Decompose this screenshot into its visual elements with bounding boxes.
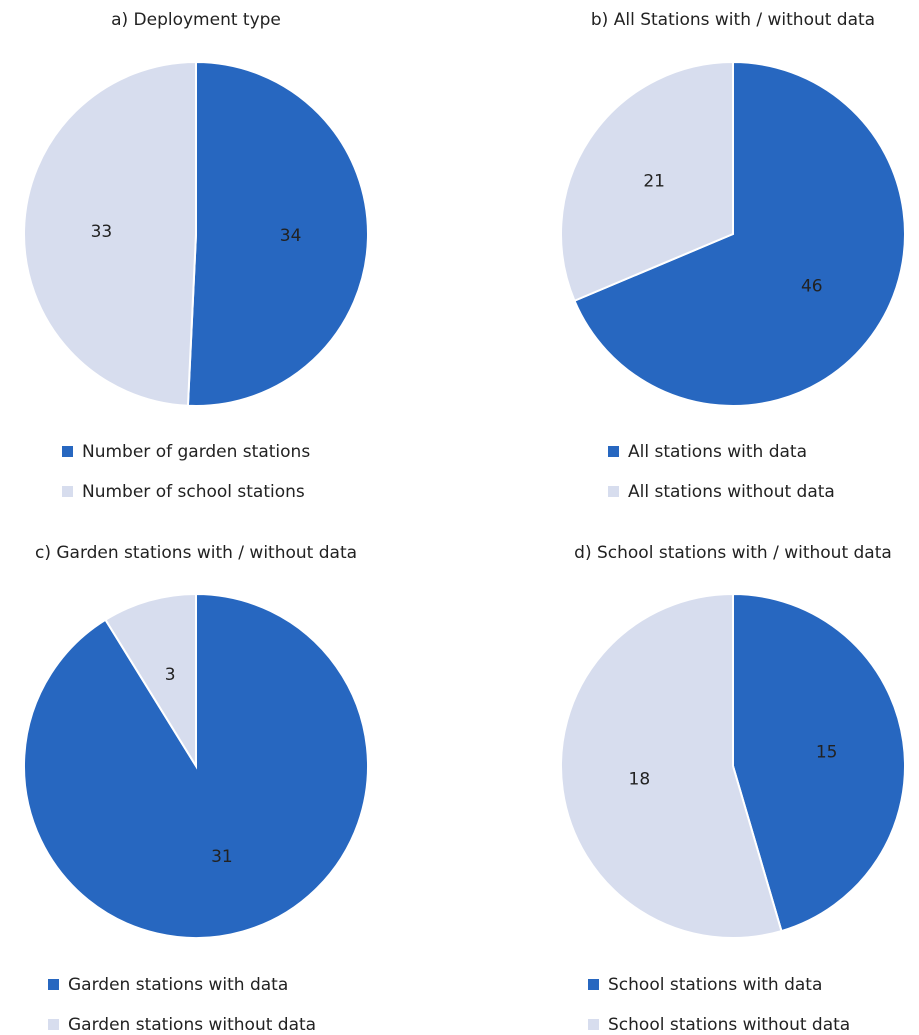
data-label: 21 — [643, 172, 665, 192]
pie-slice — [573, 60, 906, 407]
chart-title: c) Garden stations with / without data — [35, 543, 357, 563]
legend-swatch — [608, 486, 619, 497]
legend-label: School stations with data — [608, 975, 822, 995]
legend-swatch — [588, 1019, 599, 1030]
pie-slice — [104, 592, 197, 770]
legend-label: Garden stations without data — [68, 1015, 316, 1035]
legend-swatch — [588, 979, 599, 990]
data-label: 46 — [801, 276, 823, 296]
chart-title: d) School stations with / without data — [574, 543, 892, 563]
pie-slice — [560, 60, 734, 303]
legend-label: Number of school stations — [82, 482, 305, 502]
pie-slice — [560, 592, 783, 939]
legend-swatch — [48, 979, 59, 990]
data-label: 31 — [211, 847, 233, 867]
legend-label: Garden stations with data — [68, 975, 288, 995]
pie-slice — [732, 592, 906, 933]
chart-title: a) Deployment type — [111, 10, 281, 30]
data-label: 33 — [91, 222, 113, 242]
legend-swatch — [48, 1019, 59, 1030]
data-label: 34 — [280, 226, 302, 246]
legend-label: All stations without data — [628, 482, 835, 502]
pie-slice — [186, 60, 369, 407]
data-label: 18 — [629, 769, 651, 789]
data-label: 3 — [165, 665, 176, 685]
pie-slice — [23, 60, 197, 407]
legend-label: School stations without data — [608, 1015, 850, 1035]
chart-title: b) All Stations with / without data — [591, 10, 875, 30]
legend-swatch — [62, 486, 73, 497]
legend-label: Number of garden stations — [82, 442, 310, 462]
data-label: 15 — [816, 743, 838, 763]
legend-swatch — [62, 446, 73, 457]
legend-label: All stations with data — [628, 442, 807, 462]
legend-swatch — [608, 446, 619, 457]
